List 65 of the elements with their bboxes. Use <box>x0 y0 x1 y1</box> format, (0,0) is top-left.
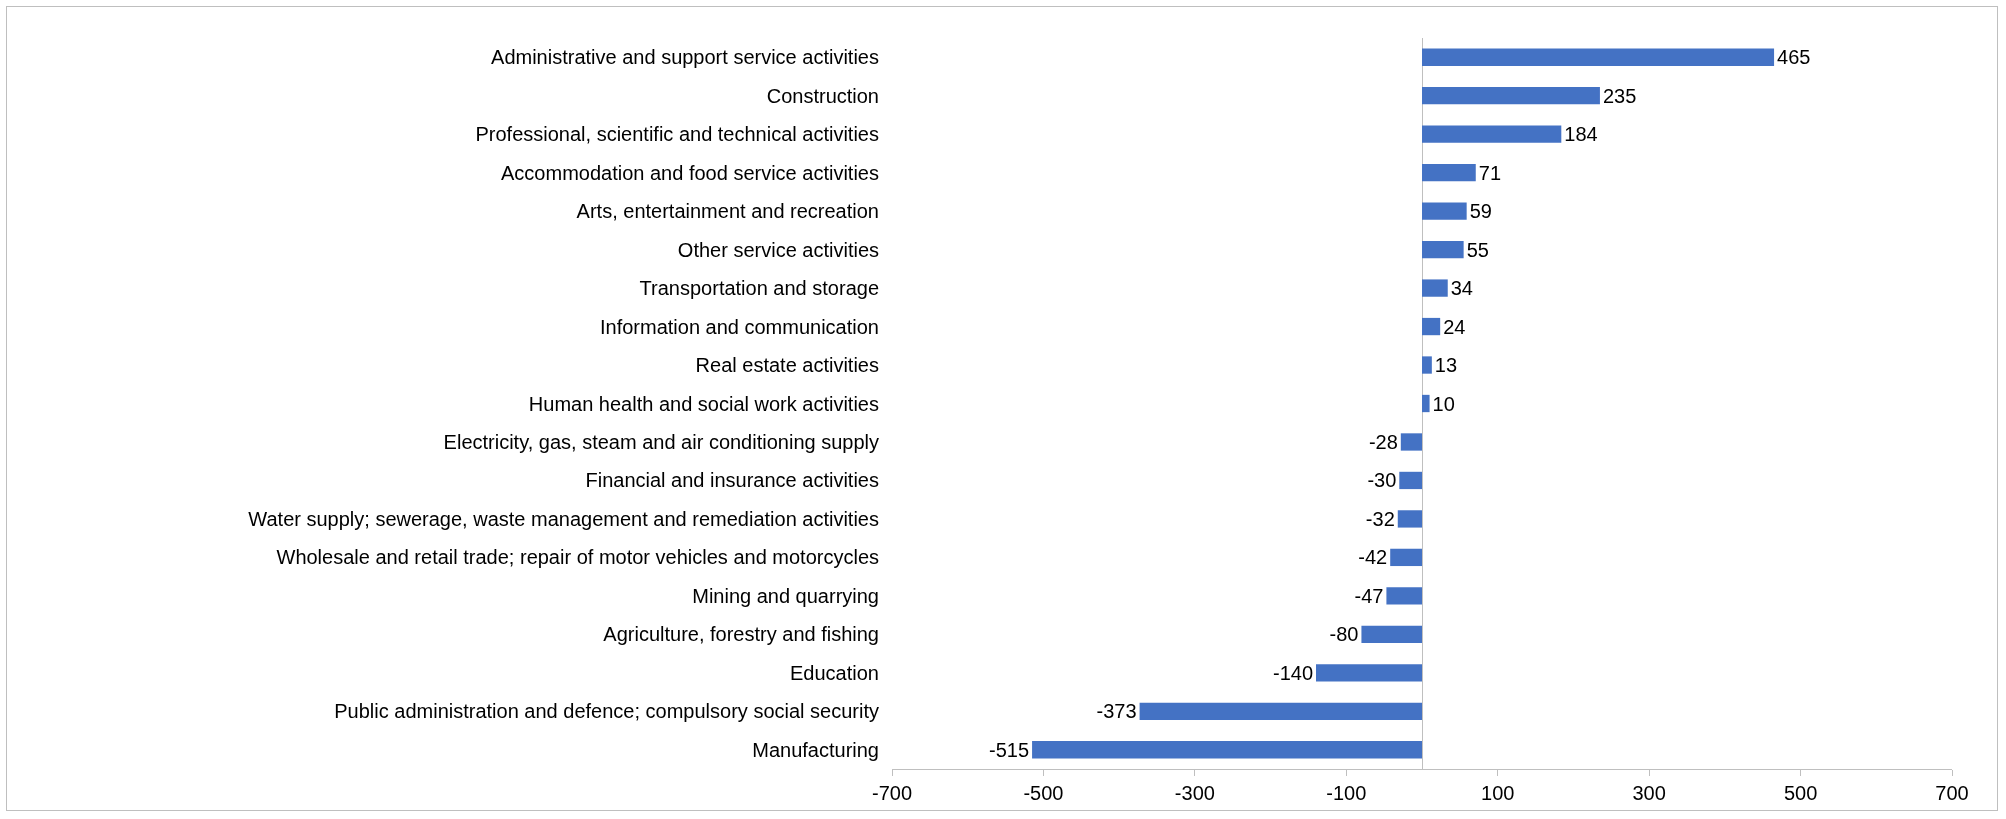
data-label: -515 <box>989 738 1030 761</box>
y-tick-label: Water supply; sewerage, waste management and remediation activities <box>248 507 879 530</box>
x-tick-label: -700 <box>871 782 913 804</box>
y-tick-label: Administrative and support service activities <box>491 46 879 69</box>
bar <box>1361 625 1422 643</box>
y-tick-label: Electricity, gas, steam and air conditioning supply <box>443 430 879 453</box>
data-label: -28 <box>1368 430 1398 453</box>
bar <box>1399 471 1422 490</box>
bar <box>1390 548 1422 567</box>
data-label: -42 <box>1358 546 1388 569</box>
y-tick-label: Accommodation and food service activities <box>501 161 879 184</box>
data-label: 34 <box>1450 277 1473 300</box>
y-tick-label: Transportation and storage <box>639 277 879 300</box>
bar <box>1422 202 1467 220</box>
data-label: -32 <box>1365 507 1395 530</box>
y-tick-label: Other service activities <box>677 238 879 261</box>
y-tick-label: Wholesale and retail trade; repair of motor vehicles and motorcycles <box>276 546 879 569</box>
data-label: -80 <box>1329 623 1359 646</box>
data-label: 465 <box>1777 46 1811 69</box>
data-label: -140 <box>1272 661 1313 684</box>
y-tick-label: Arts, entertainment and recreation <box>576 200 879 223</box>
y-tick-label: Real estate activities <box>695 354 879 377</box>
data-label: 235 <box>1602 84 1637 107</box>
bar <box>1422 87 1600 105</box>
y-tick-label: Financial and insurance activities <box>585 469 879 492</box>
data-label: 55 <box>1466 238 1489 261</box>
y-tick-label: Public administration and defence; compulsory social security <box>334 700 879 723</box>
bar <box>1422 394 1430 413</box>
data-label: -47 <box>1354 584 1384 607</box>
y-tick-label: Professional, scientific and technical activities <box>475 123 879 146</box>
bar <box>1422 164 1476 182</box>
data-label: 71 <box>1478 161 1502 184</box>
bar <box>1422 48 1775 66</box>
y-tick-label: Construction <box>766 84 879 107</box>
x-tick-label: 300 <box>1632 782 1666 804</box>
bar <box>1139 702 1422 720</box>
data-label: 59 <box>1469 200 1492 223</box>
x-tick-label: -100 <box>1326 782 1367 804</box>
data-label: -30 <box>1367 469 1397 492</box>
x-tick-label: 100 <box>1481 782 1515 804</box>
x-tick-label: -300 <box>1174 782 1215 804</box>
bar <box>1386 587 1422 605</box>
bar <box>1316 664 1422 682</box>
bar <box>1400 433 1422 451</box>
y-tick-label: Manufacturing <box>752 738 879 761</box>
bar <box>1422 317 1441 336</box>
bar <box>1422 240 1464 259</box>
y-tick-label: Agriculture, forestry and fishing <box>603 623 879 646</box>
data-label: 13 <box>1434 354 1458 377</box>
bar <box>1422 279 1448 297</box>
y-tick-label: Education <box>790 661 879 684</box>
bar <box>1422 125 1562 143</box>
y-tick-label: Mining and quarrying <box>692 584 879 607</box>
data-label: 24 <box>1443 315 1466 338</box>
data-label: -373 <box>1096 700 1137 723</box>
data-label: 10 <box>1432 392 1455 415</box>
x-tick-label: -500 <box>1023 782 1064 804</box>
x-tick-label: 500 <box>1783 782 1818 804</box>
data-label: 184 <box>1564 123 1598 146</box>
y-tick-label: Information and communication <box>599 315 879 338</box>
bar <box>1422 356 1432 374</box>
y-tick-label: Human health and social work activities <box>528 392 879 415</box>
bar <box>1397 510 1422 528</box>
x-tick-label: 700 <box>1935 782 1969 804</box>
bar <box>1032 741 1422 759</box>
